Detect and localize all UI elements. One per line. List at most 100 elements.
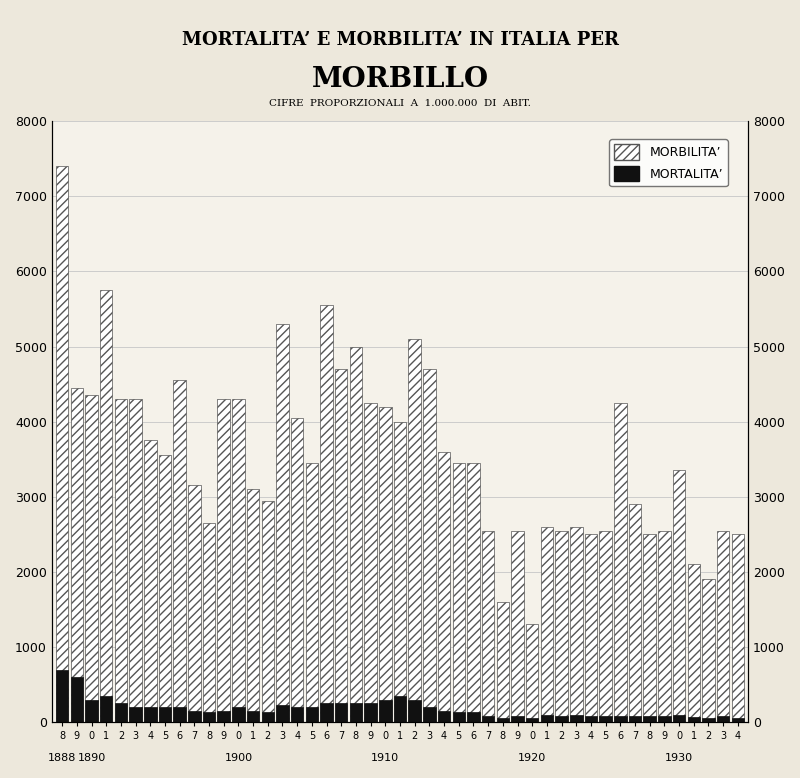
Bar xyxy=(174,380,186,722)
Bar xyxy=(687,717,700,722)
Bar xyxy=(202,713,215,722)
Bar xyxy=(570,527,582,722)
Bar xyxy=(247,489,259,722)
Bar xyxy=(232,399,245,722)
Bar xyxy=(232,707,245,722)
Bar xyxy=(423,369,436,722)
Text: MORTALITA’ E MORBILITA’ IN ITALIA PER: MORTALITA’ E MORBILITA’ IN ITALIA PER xyxy=(182,31,618,49)
Bar xyxy=(482,716,494,722)
Bar xyxy=(570,715,582,722)
Bar xyxy=(643,534,656,722)
Bar xyxy=(335,369,347,722)
Bar xyxy=(467,713,480,722)
Bar xyxy=(144,440,157,722)
Text: 1920: 1920 xyxy=(518,753,546,763)
Bar xyxy=(247,711,259,722)
Bar xyxy=(114,399,127,722)
Text: 1890: 1890 xyxy=(78,753,106,763)
Bar xyxy=(100,290,113,722)
Bar xyxy=(291,418,303,722)
Bar xyxy=(658,716,670,722)
Bar xyxy=(291,707,303,722)
Bar xyxy=(453,463,465,722)
Bar xyxy=(218,711,230,722)
Bar xyxy=(732,717,744,722)
Bar xyxy=(629,716,642,722)
Bar xyxy=(482,531,494,722)
Bar xyxy=(335,703,347,722)
Bar xyxy=(511,531,524,722)
Bar xyxy=(702,717,714,722)
Bar xyxy=(614,716,626,722)
Bar xyxy=(350,703,362,722)
Bar xyxy=(409,699,421,722)
Bar xyxy=(453,713,465,722)
Bar xyxy=(467,463,480,722)
Bar xyxy=(320,703,333,722)
Bar xyxy=(320,305,333,722)
Bar xyxy=(56,166,68,722)
Bar xyxy=(732,534,744,722)
Bar xyxy=(555,716,568,722)
Bar xyxy=(599,531,612,722)
Bar xyxy=(276,324,289,722)
Bar xyxy=(511,716,524,722)
Bar xyxy=(614,403,626,722)
Bar xyxy=(364,403,377,722)
Bar xyxy=(585,716,598,722)
Bar xyxy=(174,707,186,722)
Bar xyxy=(394,696,406,722)
Bar xyxy=(188,711,201,722)
Bar xyxy=(86,699,98,722)
Bar xyxy=(379,699,391,722)
Bar xyxy=(276,705,289,722)
Bar xyxy=(130,707,142,722)
Bar xyxy=(409,339,421,722)
Bar xyxy=(541,715,553,722)
Legend: MORBILITA’, MORTALITA’: MORBILITA’, MORTALITA’ xyxy=(610,139,728,186)
Bar xyxy=(526,718,538,722)
Text: CIFRE  PROPORZIONALI  A  1.000.000  DI  ABIT.: CIFRE PROPORZIONALI A 1.000.000 DI ABIT. xyxy=(269,99,531,108)
Text: 1888: 1888 xyxy=(48,753,76,763)
Bar xyxy=(350,346,362,722)
Text: 1930: 1930 xyxy=(665,753,693,763)
Bar xyxy=(188,485,201,722)
Bar xyxy=(497,717,509,722)
Bar xyxy=(673,715,686,722)
Bar xyxy=(262,500,274,722)
Bar xyxy=(438,452,450,722)
Bar xyxy=(364,703,377,722)
Bar xyxy=(585,534,598,722)
Bar xyxy=(541,527,553,722)
Bar xyxy=(629,504,642,722)
Bar xyxy=(394,422,406,722)
Bar xyxy=(70,387,83,722)
Bar xyxy=(599,716,612,722)
Bar xyxy=(673,471,686,722)
Text: 1900: 1900 xyxy=(224,753,253,763)
Bar xyxy=(114,703,127,722)
Bar xyxy=(158,455,171,722)
Bar xyxy=(306,463,318,722)
Bar xyxy=(56,670,68,722)
Bar xyxy=(717,716,730,722)
Bar xyxy=(130,399,142,722)
Bar xyxy=(643,716,656,722)
Bar xyxy=(306,707,318,722)
Bar xyxy=(497,602,509,722)
Bar xyxy=(658,531,670,722)
Bar xyxy=(687,564,700,722)
Bar xyxy=(218,399,230,722)
Bar xyxy=(555,531,568,722)
Bar xyxy=(262,713,274,722)
Bar xyxy=(438,711,450,722)
Bar xyxy=(144,707,157,722)
Bar xyxy=(202,523,215,722)
Bar xyxy=(423,707,436,722)
Text: 1910: 1910 xyxy=(371,753,399,763)
Bar xyxy=(100,696,113,722)
Text: MORBILLO: MORBILLO xyxy=(311,66,489,93)
Bar xyxy=(158,707,171,722)
Bar xyxy=(70,677,83,722)
Bar xyxy=(86,395,98,722)
